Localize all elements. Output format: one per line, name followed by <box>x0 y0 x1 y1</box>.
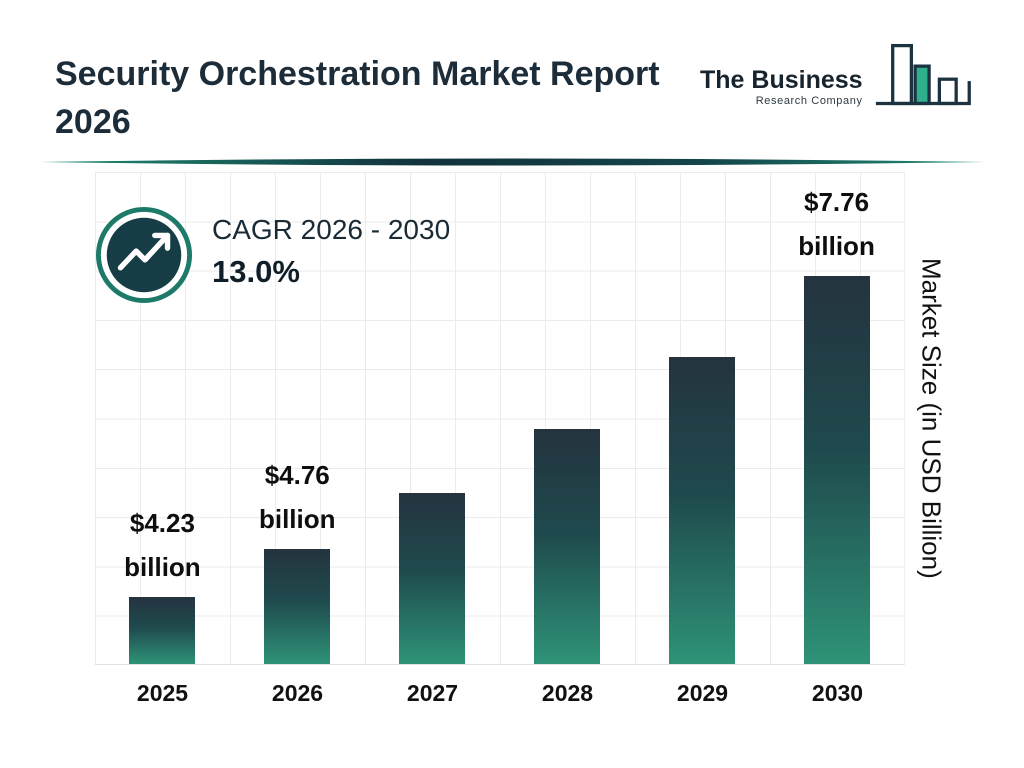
trend-up-icon <box>95 206 193 304</box>
company-subname: Research Company <box>755 95 863 107</box>
bar-value-label-2030: $7.76 billion <box>798 186 875 261</box>
bar-2029 <box>668 356 735 664</box>
bar-slot-2026: $4.76 billion <box>230 172 365 664</box>
bar-slot-2030: $7.76 billion <box>769 172 904 664</box>
company-logo-text: The Business Research Company <box>700 40 863 107</box>
bar-slot-2029 <box>634 172 769 664</box>
cagr-block: CAGR 2026 - 2030 13.0% <box>212 214 450 290</box>
page-title: Security Orchestration Market Report 202… <box>55 50 695 146</box>
bar-value-label-2026: $4.76 billion <box>258 460 336 535</box>
page-title-line1: Security Orchestration Market Report <box>55 55 660 93</box>
header-divider <box>40 156 985 168</box>
x-axis-label-2026: 2026 <box>271 680 324 706</box>
bar-slot-2027 <box>365 172 500 664</box>
x-axis-label-2025: 2025 <box>136 680 189 706</box>
bar-slot-2025: $4.23 billion <box>95 172 230 664</box>
x-axis-label-2029: 2029 <box>676 680 729 706</box>
bar-2030 <box>803 275 870 664</box>
page-title-line2: 2026 <box>55 103 131 141</box>
company-name: The Business <box>700 66 863 94</box>
y-axis-title: Market Size (in USD Billion) <box>916 258 947 579</box>
x-axis-label-2030: 2030 <box>811 680 864 706</box>
bar-2026 <box>264 549 331 664</box>
bar-2027 <box>399 492 466 664</box>
x-axis-label-2028: 2028 <box>541 680 594 706</box>
company-logo: The Business Research Company <box>700 40 976 129</box>
bars-row: $4.23 billion $4.76 billion $7.76 billion <box>95 172 904 664</box>
bar-value-label-2025: $4.23 billion <box>124 508 201 583</box>
bar-slot-2028 <box>499 172 634 664</box>
x-axis-label-2027: 2027 <box>406 680 459 706</box>
bar-chart-logo-icon <box>871 40 976 129</box>
bar-2028 <box>533 428 600 664</box>
x-axis-labels: 2025 2026 2027 2028 2029 2030 <box>95 680 905 707</box>
cagr-label: CAGR 2026 - 2030 <box>212 214 451 245</box>
cagr-value: 13.0% <box>212 254 300 289</box>
chart-plot-area: $4.23 billion $4.76 billion $7.76 billion <box>95 172 905 665</box>
bar-2025 <box>129 597 196 664</box>
